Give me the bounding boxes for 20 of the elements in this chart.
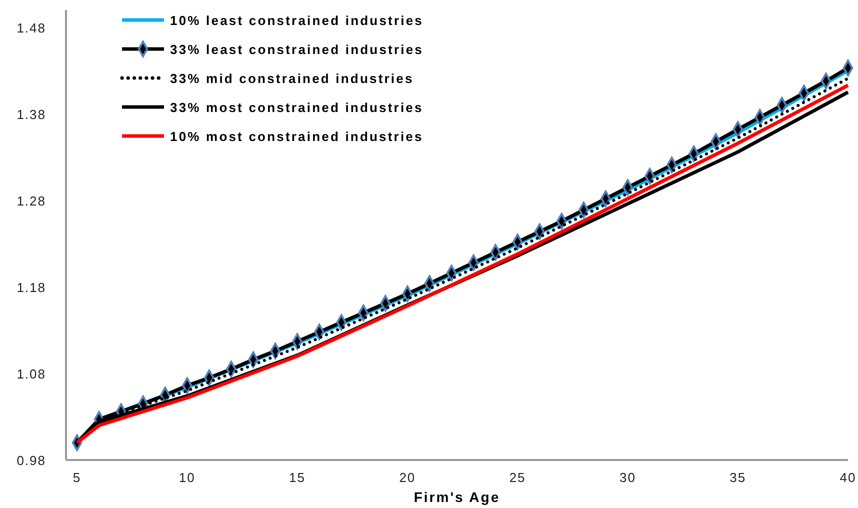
- legend-label: 33% mid constrained industries: [170, 71, 414, 86]
- y-tick-label: 1.38: [16, 106, 46, 122]
- y-tick-label: 1.48: [16, 20, 46, 36]
- x-tick-label: 25: [509, 470, 526, 485]
- legend-label: 33% least constrained industries: [170, 42, 424, 57]
- x-tick-label: 30: [619, 470, 636, 485]
- y-tick-label: 1.28: [16, 193, 46, 208]
- x-tick-label: 10: [178, 470, 196, 485]
- x-tick-label: 5: [72, 470, 82, 485]
- x-axis-title: Firm's Age: [414, 489, 500, 505]
- y-tick-label: 1.08: [16, 366, 46, 382]
- legend-label: 10% most constrained industries: [170, 129, 424, 144]
- y-tick-label: 0.98: [16, 453, 46, 468]
- y-tick-label: 1.18: [16, 280, 46, 295]
- x-tick-label: 40: [840, 470, 856, 485]
- legend-label: 33% most constrained industries: [170, 100, 424, 115]
- legend-label: 10% least constrained industries: [170, 13, 424, 28]
- x-tick-label: 15: [289, 470, 306, 485]
- x-tick-label: 20: [399, 470, 416, 485]
- x-tick-label: 35: [730, 470, 746, 485]
